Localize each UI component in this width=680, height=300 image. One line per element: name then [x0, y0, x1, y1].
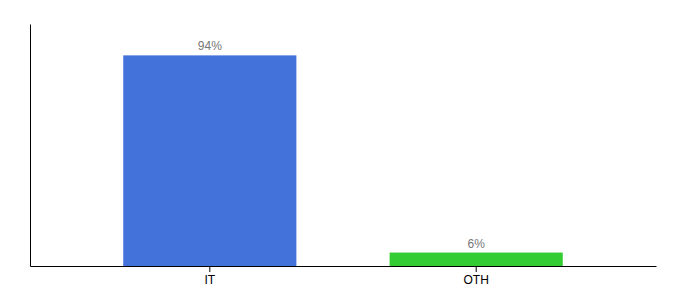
x-tick: IT: [204, 266, 215, 287]
plot-area: IT OTH 94% 6%: [31, 25, 657, 287]
chart-svg: IT OTH 94% 6%: [0, 0, 680, 300]
x-tick-mark: [209, 266, 210, 272]
x-axis: IT OTH: [31, 266, 657, 287]
x-tick-label: OTH: [464, 273, 489, 287]
bars: [123, 55, 563, 266]
data-label: 94%: [198, 39, 222, 53]
bar: [390, 253, 563, 266]
data-label: 6%: [468, 237, 486, 251]
x-tick: OTH: [464, 266, 489, 287]
x-axis-line: [31, 266, 657, 267]
data-labels: 94% 6%: [198, 39, 485, 250]
x-tick-label: IT: [204, 273, 215, 287]
y-axis: [30, 25, 31, 267]
x-tick-mark: [476, 266, 477, 272]
bar: [123, 55, 296, 266]
y-axis-line: [30, 25, 31, 267]
